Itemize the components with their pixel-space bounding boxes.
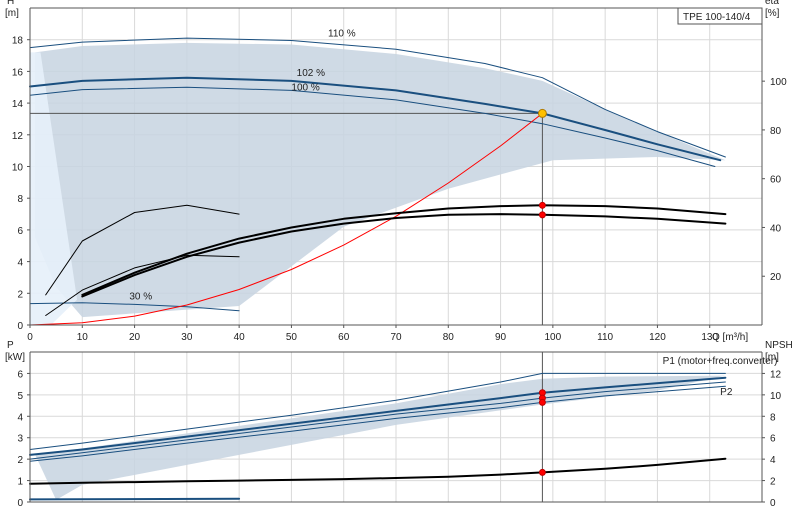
y-tick-label-right: 4	[770, 455, 776, 466]
y-tick-label-left: 5	[17, 391, 23, 402]
x-tick-label: 80	[443, 332, 455, 343]
head-efficiency-chart: 110 % 102 % 100 % 30 % 0 2 4 6 8 10 12 14 16 18 20 40 60…	[5, 0, 787, 343]
x-tick-label: 0	[27, 332, 33, 343]
x-tick-label: 120	[649, 332, 666, 343]
y-axis-title-right: eta	[765, 0, 779, 7]
curve-label: 102 %	[297, 68, 325, 79]
y-axis-title-right: NPSH	[765, 340, 793, 351]
x-tick-label: 90	[495, 332, 507, 343]
y-tick-label-left: 0	[17, 321, 23, 332]
y-tick-label-left: 18	[12, 36, 24, 47]
curve-4	[29, 112, 543, 326]
y-tick-label-right: 80	[770, 126, 782, 137]
curve-label: 30 %	[129, 292, 152, 303]
x-axis-title: Q [m³/h]	[712, 332, 748, 343]
duty-point-marker	[538, 211, 546, 219]
y-tick-label-left: 4	[17, 412, 23, 423]
curve-p1-motor-freq-converter	[29, 372, 726, 450]
y-tick-label-left: 12	[12, 131, 24, 142]
y-tick-label-right: 2	[770, 477, 776, 488]
x-tick-label: 40	[234, 332, 246, 343]
x-tick-label: 20	[129, 332, 141, 343]
curve-7	[81, 204, 727, 296]
y-axis-title-left: P	[7, 340, 14, 351]
power-npsh-chart: P1 (motor+freq.converter)P20123456024681…	[5, 340, 793, 509]
y-tick-label-left: 2	[17, 289, 23, 300]
duty-point-marker	[538, 201, 546, 209]
duty-point-marker	[537, 108, 547, 118]
curve-6	[45, 254, 240, 316]
y-tick-label-left: 4	[17, 258, 23, 269]
y-tick-label-left: 0	[17, 498, 23, 509]
curve-4	[29, 457, 727, 485]
curve-1	[29, 376, 727, 456]
x-tick-label: 30	[181, 332, 193, 343]
x-tick-label: 50	[286, 332, 298, 343]
y-tick-label-left: 2	[17, 455, 23, 466]
y-axis-unit-left: [m]	[5, 8, 19, 19]
y-tick-label-right: 60	[770, 175, 782, 186]
x-tick-label: 100	[545, 332, 562, 343]
duty-point-marker	[538, 468, 546, 476]
y-tick-label-left: 10	[12, 163, 24, 174]
curve-110	[29, 37, 726, 158]
y-tick-label-left: 3	[17, 434, 23, 445]
curve-8	[81, 213, 727, 298]
y-axis-title-left: H	[7, 0, 14, 7]
y-tick-label-right: 20	[770, 272, 782, 283]
y-tick-label-left: 1	[17, 477, 23, 488]
curve-label: P1 (motor+freq.converter)	[663, 356, 778, 367]
y-tick-label-right: 100	[770, 77, 787, 88]
operating-area-edge	[30, 52, 78, 326]
curve-100	[29, 86, 716, 167]
curve-30	[29, 302, 240, 312]
y-tick-label-left: 14	[12, 99, 24, 110]
x-tick-label: 130	[701, 332, 718, 343]
y-tick-label-right: 8	[770, 412, 776, 423]
x-tick-label: 60	[338, 332, 350, 343]
curve-5	[29, 497, 241, 501]
duty-point-marker	[538, 398, 546, 406]
y-tick-label-left: 6	[17, 369, 23, 380]
curve-label: P2	[720, 387, 733, 398]
x-tick-label: 10	[77, 332, 89, 343]
y-tick-label-left: 8	[17, 194, 23, 205]
y-tick-label-right: 6	[770, 434, 776, 445]
x-tick-label: 110	[597, 332, 613, 343]
model-label: TPE 100-140/4	[683, 12, 751, 23]
curve-label: 100 %	[291, 82, 319, 93]
y-tick-label-left: 6	[17, 226, 23, 237]
y-axis-unit-left: [kW]	[5, 352, 25, 363]
y-tick-label-left: 16	[12, 67, 24, 78]
x-tick-label: 70	[390, 332, 402, 343]
curve-102	[29, 76, 722, 162]
y-tick-label-right: 40	[770, 223, 782, 234]
curve-2	[29, 381, 726, 460]
model-label-box	[677, 7, 763, 25]
curve-5	[45, 204, 240, 296]
y-axis-unit-right: [%]	[765, 8, 780, 19]
y-tick-label-right: 0	[770, 498, 776, 509]
y-tick-label-right: 10	[770, 391, 782, 402]
y-axis-unit-right: [m]	[765, 352, 779, 363]
curve-p2	[29, 385, 726, 462]
curve-label: 110 %	[328, 29, 356, 40]
y-tick-label-right: 12	[770, 369, 782, 380]
